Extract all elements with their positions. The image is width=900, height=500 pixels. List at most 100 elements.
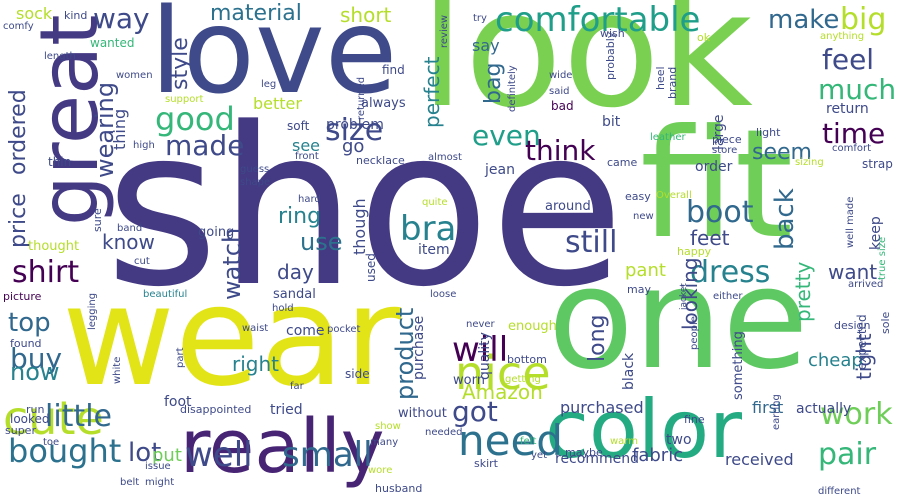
word-pair: pair [818, 437, 877, 472]
word-band: band [117, 223, 143, 234]
word-go: go [342, 136, 365, 157]
word-super: super [5, 424, 36, 437]
word-Amazon: Amazon [462, 380, 543, 404]
word-soft: soft [287, 119, 310, 133]
word-waist: waist [242, 323, 269, 334]
word-wide: wide [549, 70, 573, 81]
word-strap: strap [862, 157, 893, 171]
word-order: order [695, 159, 733, 175]
word-design: design [834, 319, 871, 332]
word-first: first [752, 398, 784, 417]
word-jean: jean [485, 162, 515, 178]
word-bottom: bottom [507, 353, 547, 366]
word-nice: nice [455, 346, 551, 400]
word-received: received [725, 450, 794, 469]
word-style: style [168, 37, 193, 90]
word-right: right [232, 352, 279, 376]
word-find: find [382, 63, 405, 77]
word-heel: heel [654, 66, 667, 90]
word-well-made: well made [845, 196, 856, 248]
word-really: really [180, 404, 385, 490]
word-day: day [277, 260, 314, 284]
word-feel: feel [822, 43, 875, 76]
word-comfortable: comfortable [495, 0, 701, 40]
word-far: far [290, 381, 304, 392]
word-pretty: pretty [791, 261, 815, 322]
word-something: something [731, 331, 746, 400]
word-comfort: comfort [832, 143, 872, 154]
word-sole: sole [879, 311, 892, 334]
word-say: say [472, 36, 500, 55]
word-getting: getting [505, 374, 541, 385]
word-love: love [150, 0, 398, 120]
word-shape: shape [240, 177, 271, 188]
word-picture: picture [3, 290, 42, 303]
word-seem: seem [752, 140, 812, 165]
word-sock: sock [16, 4, 53, 23]
word-probably: probably [604, 31, 617, 80]
word-anything: anything [820, 31, 865, 42]
word-bit: bit [602, 114, 621, 130]
word-purchase: purchase [411, 315, 427, 380]
word-maybe: maybe [565, 446, 603, 459]
word-ring: ring [278, 204, 322, 229]
word-necklace: necklace [356, 154, 405, 167]
word-disappointed: disappointed [180, 403, 252, 416]
word-ok: ok [697, 31, 711, 44]
word-around: around [545, 199, 591, 214]
word-people: people [689, 316, 700, 350]
word-want: want [828, 260, 878, 284]
word-wanted: wanted [90, 36, 135, 50]
word-come: come [286, 323, 325, 339]
word-size: size [325, 113, 384, 148]
word-worn: worn [453, 373, 485, 388]
word-feet: feet [690, 226, 730, 250]
word-fit: fit [640, 98, 794, 272]
word-ordered: ordered [6, 89, 31, 175]
word-front: front [295, 151, 319, 162]
word-see: see [292, 136, 321, 155]
word-many: many [370, 437, 399, 448]
word-bad: bad [551, 99, 574, 113]
word-use: use [300, 228, 343, 256]
word-bag: bag [481, 62, 506, 104]
word-think: think [525, 134, 596, 167]
word-leather: leather [650, 132, 686, 143]
word-pant: pant [625, 260, 666, 281]
word-black: black [621, 352, 637, 390]
word-bought: bought [8, 432, 122, 470]
word-much: much [818, 73, 897, 106]
word-looked: looked [10, 412, 50, 426]
word-jacket: jacket [679, 283, 689, 310]
word-little: little [45, 399, 112, 434]
word-though: though [350, 198, 369, 255]
word-got: got [452, 395, 498, 428]
word-wish: wish [600, 27, 625, 40]
word-new: new [633, 211, 654, 222]
word-good: good [155, 100, 235, 138]
word-shirt: shirt [12, 255, 80, 290]
word-warm: warm [610, 436, 638, 447]
word-better: better [253, 94, 302, 113]
word-bra: bra [400, 209, 457, 249]
word-needed: needed [425, 427, 463, 438]
word-pocket: pocket [327, 324, 361, 335]
word-kind: kind [64, 9, 88, 22]
word-true-size: true size [877, 236, 888, 280]
word-color: color [545, 383, 742, 476]
word-thin: thin [48, 155, 72, 169]
word-cute: cute [3, 391, 104, 445]
word-one: one [548, 238, 809, 401]
word-hold: hold [272, 303, 294, 314]
word-happy: happy [677, 245, 712, 258]
word-material: material [210, 1, 302, 26]
word-sizing: sizing [795, 157, 824, 168]
word-made: made [165, 129, 245, 162]
word-know: know [102, 230, 155, 254]
word-price: price [6, 193, 31, 248]
word-part: part [175, 347, 186, 368]
word-easy: easy [625, 190, 651, 203]
word-put: put [152, 445, 182, 466]
word-wore: wore [368, 465, 393, 476]
word-fine: fine [684, 413, 705, 426]
